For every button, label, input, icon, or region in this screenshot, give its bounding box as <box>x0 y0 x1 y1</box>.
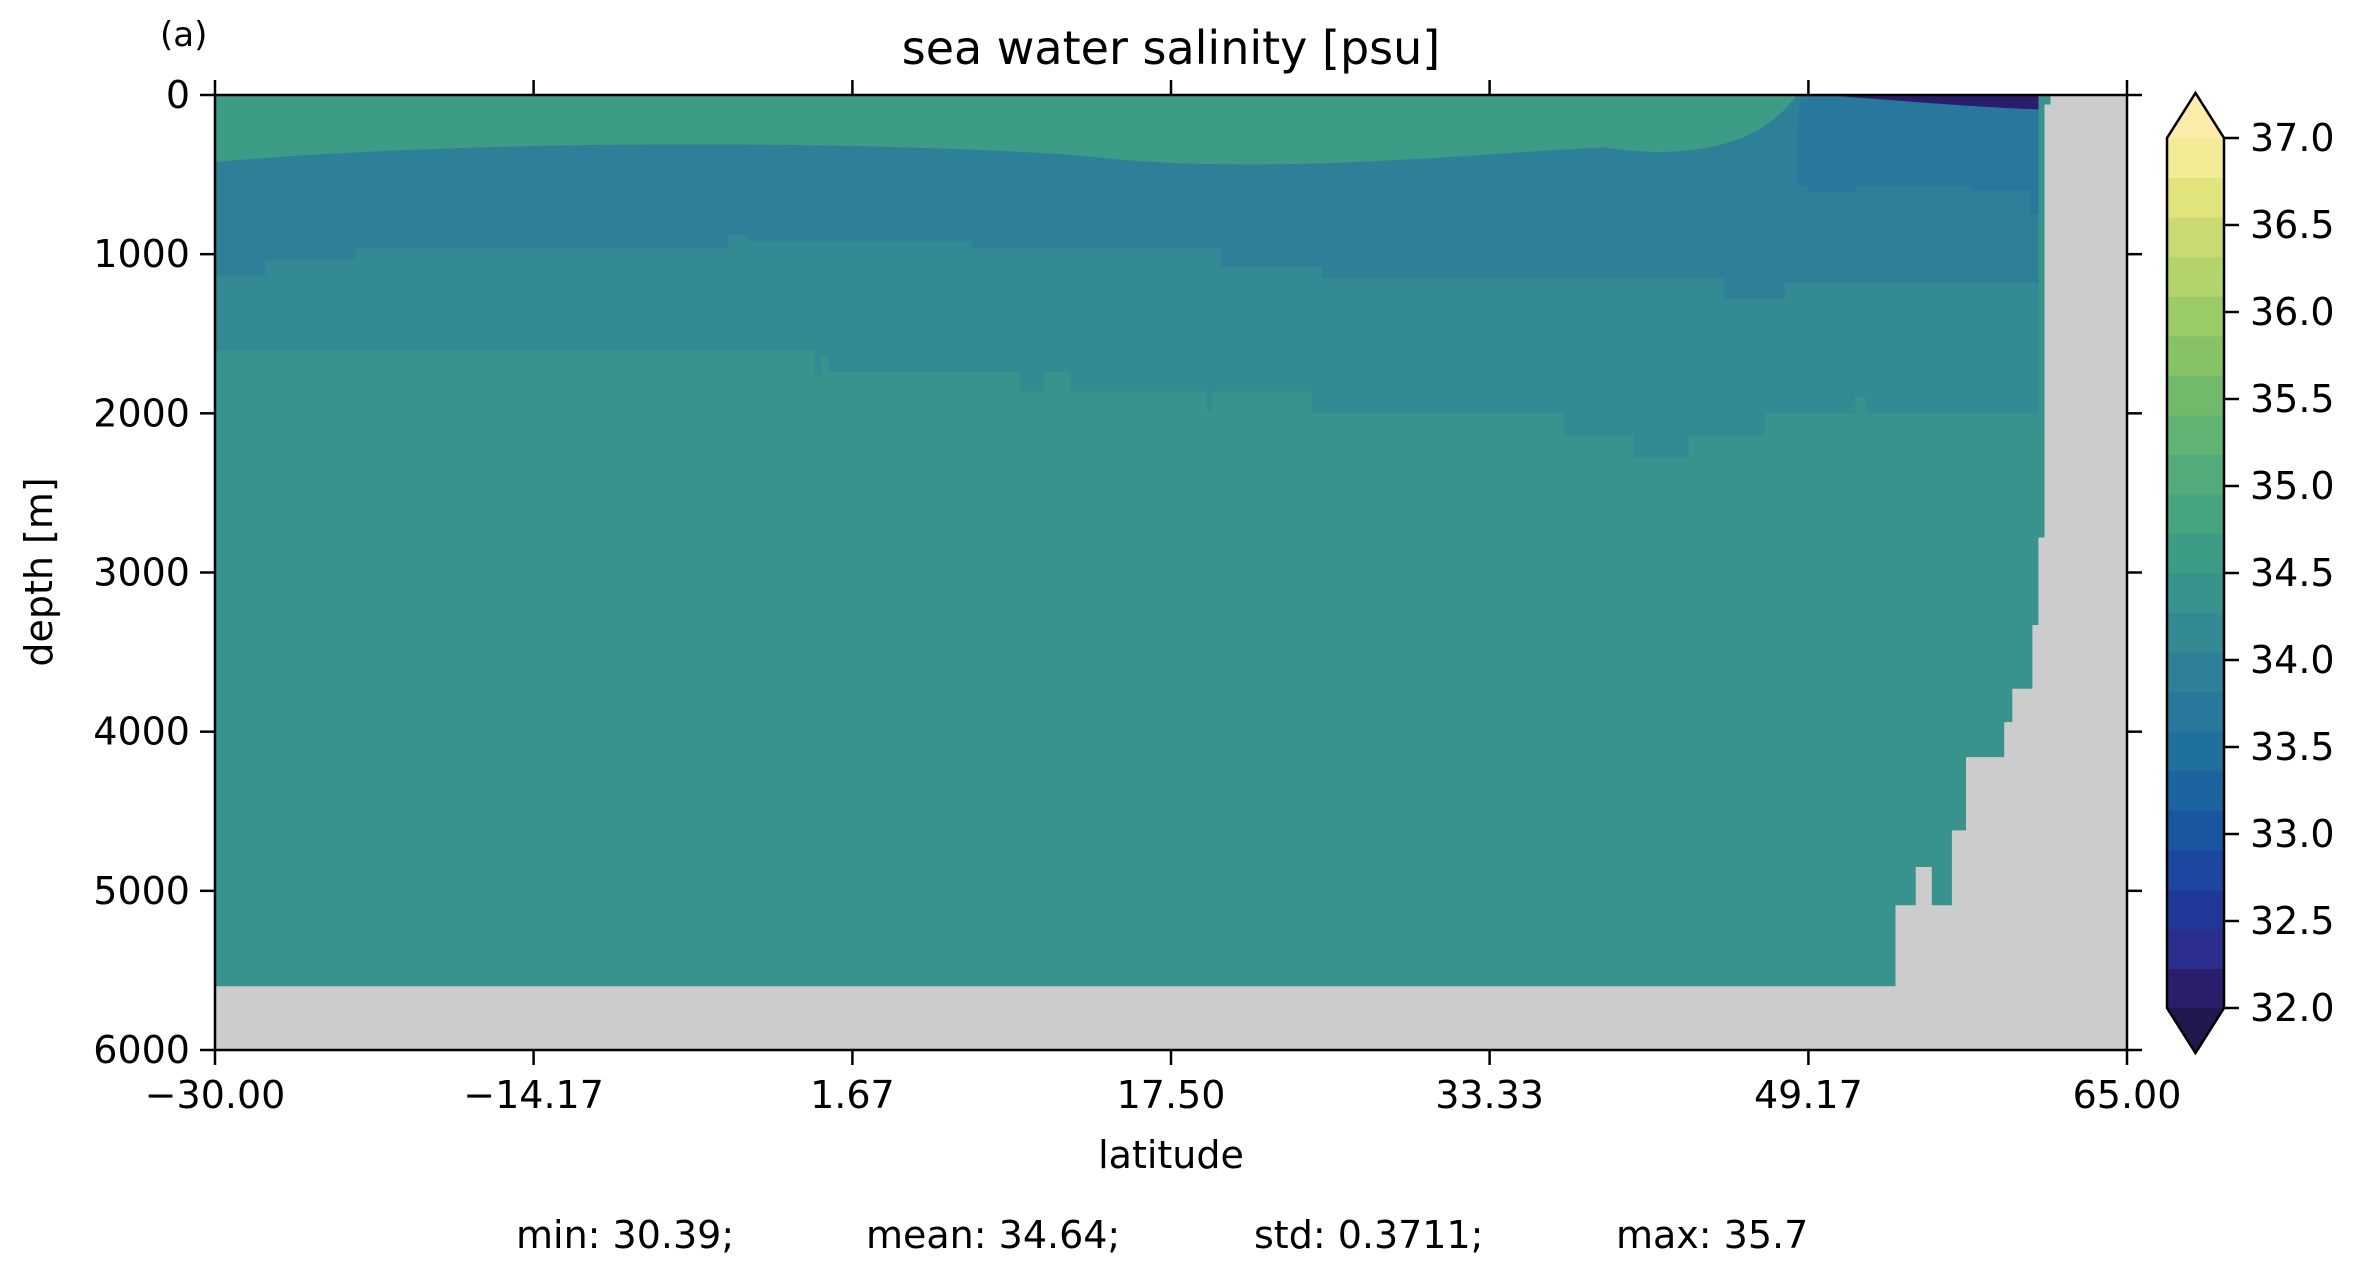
colorbar-segment <box>2167 138 2224 179</box>
y-tick-label: 1000 <box>93 232 190 276</box>
colorbar-segment <box>2167 573 2224 614</box>
colorbar-over-extension <box>2167 93 2224 138</box>
x-axis: −30.00 −14.17 1.67 17.50 33.33 49.17 65.00 <box>145 80 2182 1117</box>
colorbar-segment <box>2167 454 2224 495</box>
land-mask <box>215 95 2127 1050</box>
colorbar-segment <box>2167 335 2224 376</box>
stat-max: max: 35.7 <box>1616 1213 1808 1257</box>
panel-label: (a) <box>160 15 207 55</box>
colorbar-segment <box>2167 770 2224 811</box>
x-axis-label: latitude <box>1098 1133 1244 1177</box>
colorbar-under-extension <box>2167 1008 2224 1053</box>
colorbar-segment <box>2167 612 2224 653</box>
colorbar-segment <box>2167 731 2224 772</box>
y-axis-label: depth [m] <box>17 477 61 666</box>
y-tick-label: 6000 <box>93 1028 190 1072</box>
x-tick-label: 65.00 <box>2073 1073 2182 1117</box>
colorbar-segment <box>2167 533 2224 574</box>
salinity-region-surface-high <box>215 95 1797 165</box>
colorbar-tick-label: 36.0 <box>2250 290 2335 334</box>
x-tick-label: −30.00 <box>145 1073 286 1117</box>
colorbar-tick-label: 36.5 <box>2250 203 2335 247</box>
y-tick-label: 3000 <box>93 551 190 595</box>
colorbar-segment <box>2167 849 2224 890</box>
stat-min: min: 30.39; <box>516 1213 734 1257</box>
colorbar-tick-label: 37.0 <box>2250 116 2335 160</box>
colorbar-segment <box>2167 217 2224 258</box>
colorbar-segment <box>2167 691 2224 732</box>
colorbar-tick-label: 33.5 <box>2250 725 2335 769</box>
colorbar-segment <box>2167 810 2224 851</box>
x-tick-label: 1.67 <box>810 1073 895 1117</box>
colorbar-tick-label: 35.5 <box>2250 377 2335 421</box>
colorbar-tick-label: 35.0 <box>2250 464 2335 508</box>
y-tick-label: 2000 <box>93 391 190 435</box>
colorbar-segment <box>2167 493 2224 535</box>
stat-std: std: 0.3711; <box>1254 1213 1483 1257</box>
x-tick-label: −14.17 <box>463 1073 604 1117</box>
colorbar-segment <box>2167 375 2224 416</box>
x-tick-label: 33.33 <box>1435 1073 1544 1117</box>
colorbar-tick-label: 32.0 <box>2250 986 2335 1030</box>
colorbar-tick-label: 34.0 <box>2250 638 2335 682</box>
y-axis: 0 1000 2000 3000 4000 5000 6000 <box>93 73 2142 1072</box>
colorbar-tick-label: 32.5 <box>2250 899 2335 943</box>
colorbar-segment <box>2167 968 2224 1009</box>
colorbar-segment <box>2167 414 2224 455</box>
y-tick-label: 4000 <box>93 710 190 754</box>
plot-area <box>215 95 2127 1050</box>
colorbar: 32.0 32.5 33.0 33.5 34.0 34.5 35.0 35.5 36.0 36.5… <box>2165 90 2335 1056</box>
colorbar-segment <box>2167 256 2224 297</box>
x-tick-label: 49.17 <box>1754 1073 1863 1117</box>
colorbar-segment <box>2167 296 2224 337</box>
stat-mean: mean: 34.64; <box>866 1213 1120 1257</box>
x-tick-label: 17.50 <box>1117 1073 1226 1117</box>
colorbar-tick-label: 34.5 <box>2250 551 2335 595</box>
colorbar-segment <box>2167 889 2224 930</box>
chart-title: sea water salinity [psu] <box>902 21 1441 75</box>
y-tick-label: 0 <box>166 73 190 117</box>
colorbar-segment <box>2167 652 2224 693</box>
colorbar-segment <box>2167 177 2224 218</box>
y-tick-label: 5000 <box>93 869 190 913</box>
colorbar-tick-label: 33.0 <box>2250 812 2335 856</box>
salinity-region-fresh-surface <box>1825 95 2039 110</box>
colorbar-segment <box>2167 928 2224 970</box>
salinity-region-north-surface <box>1796 95 2039 215</box>
